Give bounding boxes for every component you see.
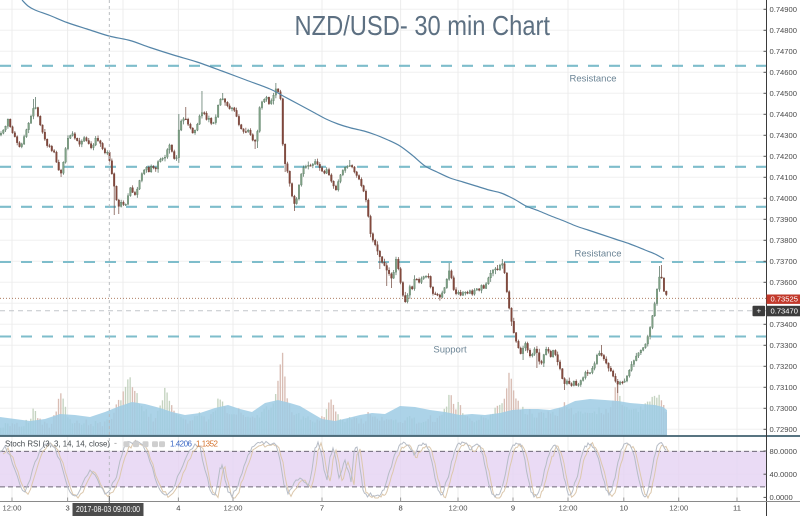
svg-text:NZD/USD- 30 min Chart: NZD/USD- 30 min Chart [295, 10, 551, 41]
svg-text:Resistance: Resistance [575, 249, 622, 260]
svg-text:0.72900: 0.72900 [770, 425, 797, 434]
svg-text:0.73400: 0.73400 [770, 320, 797, 329]
svg-text:0.73000: 0.73000 [770, 404, 797, 413]
svg-text:Resistance: Resistance [570, 74, 617, 85]
svg-text:0.0000: 0.0000 [770, 493, 793, 502]
svg-text:0.74200: 0.74200 [770, 152, 797, 161]
svg-text:0.74600: 0.74600 [770, 68, 797, 77]
svg-text:0.73200: 0.73200 [770, 362, 797, 371]
svg-text:0.73900: 0.73900 [770, 215, 797, 224]
svg-text:4: 4 [176, 504, 180, 513]
svg-text:0.73700: 0.73700 [770, 257, 797, 266]
svg-text:0.73100: 0.73100 [770, 383, 797, 392]
svg-text:12:00: 12:00 [558, 504, 577, 513]
svg-text:12:00: 12:00 [669, 504, 688, 513]
svg-text:8: 8 [398, 504, 402, 513]
svg-text:2017-08-03 09:00:00: 2017-08-03 09:00:00 [76, 505, 140, 514]
svg-text:0.73600: 0.73600 [770, 278, 797, 287]
svg-text:0.74400: 0.74400 [770, 110, 797, 119]
svg-text:11: 11 [733, 504, 741, 513]
svg-text:12:00: 12:00 [223, 504, 242, 513]
svg-text:0.74300: 0.74300 [770, 131, 797, 140]
svg-text:Stoch RSI (3, 3, 14, 14, close: Stoch RSI (3, 3, 14, 14, close) [5, 439, 110, 449]
svg-text:10: 10 [620, 504, 628, 513]
svg-text:0.74100: 0.74100 [770, 173, 797, 182]
svg-text:9: 9 [511, 504, 515, 513]
svg-text:0.74800: 0.74800 [770, 26, 797, 35]
svg-text:1.1352: 1.1352 [196, 440, 219, 449]
svg-text:0.74500: 0.74500 [770, 89, 797, 98]
svg-text:0.73470: 0.73470 [771, 307, 798, 316]
svg-text:7: 7 [320, 504, 324, 513]
svg-text:0.74900: 0.74900 [770, 5, 797, 14]
svg-text:0.74700: 0.74700 [770, 47, 797, 56]
svg-text:0.73800: 0.73800 [770, 236, 797, 245]
svg-text:80.0000: 80.0000 [770, 447, 797, 456]
svg-text:12:00: 12:00 [448, 504, 467, 513]
svg-text:Support: Support [433, 345, 467, 356]
svg-text:+: + [756, 307, 761, 316]
svg-text:3: 3 [65, 504, 69, 513]
svg-text:0.74000: 0.74000 [770, 194, 797, 203]
svg-text:0.73525: 0.73525 [771, 295, 798, 304]
svg-text:12:00: 12:00 [2, 504, 21, 513]
svg-text:1.4206: 1.4206 [170, 440, 193, 449]
svg-text:-: - [114, 438, 117, 448]
svg-text:0.73300: 0.73300 [770, 341, 797, 350]
svg-text:40.0000: 40.0000 [770, 470, 797, 479]
